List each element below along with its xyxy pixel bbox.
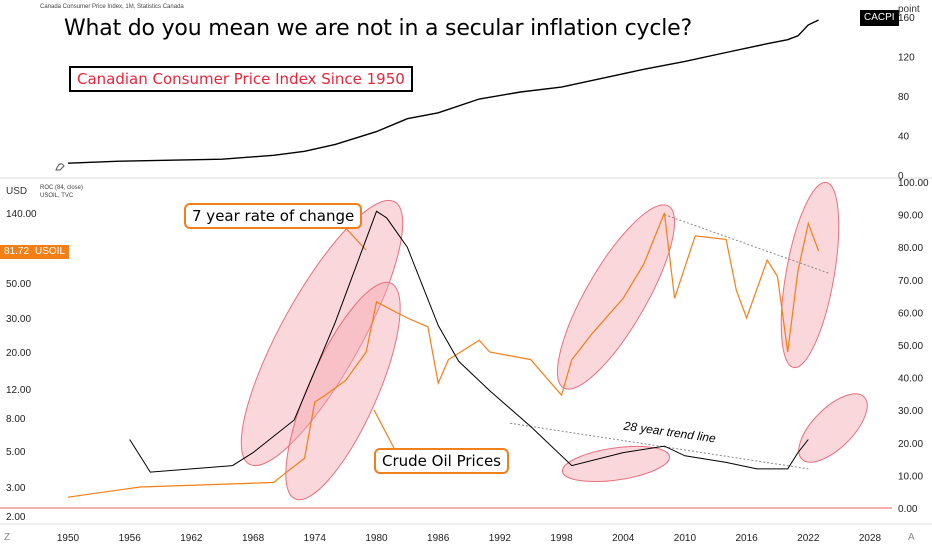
unit-label: point xyxy=(898,4,920,15)
right-y-tick: 0.00 xyxy=(898,504,918,515)
corner-left[interactable]: Z xyxy=(4,532,11,543)
x-tick: 2022 xyxy=(797,533,820,544)
right-y-tick: 20.00 xyxy=(898,439,923,450)
top-y-tick: 120 xyxy=(898,53,915,64)
axes-layer: 160 120 80 40 0 140.00 50.00 30.00 20.00 12.00 8.0… xyxy=(0,13,932,544)
trend-line-label: 28 year trend line xyxy=(622,419,717,446)
tv-logo-icon xyxy=(55,163,65,171)
cacpi-symbol-tag: CACPI xyxy=(860,10,899,26)
x-tick: 1962 xyxy=(180,533,203,544)
x-tick: 1986 xyxy=(427,533,450,544)
right-y-tick: 70.00 xyxy=(898,276,923,287)
x-tick: 2004 xyxy=(612,533,635,544)
x-tick: 1998 xyxy=(550,533,573,544)
chart-subtitle: Canadian Consumer Price Index Since 1950 xyxy=(69,66,413,92)
right-y-tick: 30.00 xyxy=(898,406,923,417)
series-cacpi xyxy=(67,19,819,164)
left-y-tick: 50.00 xyxy=(6,279,31,290)
right-y-tick: 50.00 xyxy=(898,341,923,352)
right-y-tick: 60.00 xyxy=(898,308,923,319)
chart-headline: What do you mean we are not in a secular… xyxy=(64,16,692,41)
top-y-tick: 160 xyxy=(898,13,915,24)
highlight-roc-recent xyxy=(798,393,868,463)
x-tick: 1968 xyxy=(242,533,265,544)
highlight-roc-2000s xyxy=(561,445,671,483)
series-roc xyxy=(129,210,809,473)
left-y-tick: 5.00 xyxy=(6,447,26,458)
left-y-tick: 30.00 xyxy=(6,314,31,325)
left-y-tick: 140.00 xyxy=(6,209,37,220)
right-y-tick: 80.00 xyxy=(898,243,923,254)
left-y-tick: 2.00 xyxy=(6,512,26,523)
x-tick: 1956 xyxy=(119,533,142,544)
x-tick: 1992 xyxy=(489,533,512,544)
source-label: Canada Consumer Price Index, 1M, Statist… xyxy=(40,4,184,10)
highlight-layer xyxy=(240,181,868,501)
oil-callout: Crude Oil Prices xyxy=(374,448,509,474)
x-tick: 1950 xyxy=(57,533,80,544)
roc-callout: 7 year rate of change xyxy=(184,203,363,229)
indicator-roc: ROC (84, close) xyxy=(40,185,84,191)
indicator-usoil: USOIL, TVC xyxy=(40,193,74,199)
x-tick: 1974 xyxy=(304,533,327,544)
trend-line-1 xyxy=(664,214,830,274)
oil-callout-leader xyxy=(373,409,395,449)
x-tick: 1980 xyxy=(365,533,388,544)
usoil-price-tag: 81.72 USOIL xyxy=(0,245,70,259)
price-symbol: USOIL xyxy=(35,246,66,257)
highlight-oil-recent xyxy=(780,181,840,369)
corner-right[interactable]: A xyxy=(908,532,915,543)
series-layer xyxy=(67,19,820,498)
right-y-tick: 90.00 xyxy=(898,211,923,222)
left-y-tick: 20.00 xyxy=(6,348,31,359)
left-y-tick: 8.00 xyxy=(6,414,26,425)
left-y-tick: 3.00 xyxy=(6,483,26,494)
top-y-tick: 0 xyxy=(898,171,904,182)
series-usoil xyxy=(67,212,820,498)
top-y-tick: 80 xyxy=(898,92,910,103)
left-y-tick: 12.00 xyxy=(6,385,31,396)
right-y-tick: 40.00 xyxy=(898,374,923,385)
right-y-tick: 100.00 xyxy=(898,178,929,189)
right-y-tick: 10.00 xyxy=(898,471,923,482)
price-value: 81.72 xyxy=(4,246,30,257)
highlight-roc-rise xyxy=(240,199,404,467)
currency-label: USD xyxy=(6,186,28,197)
top-y-tick: 40 xyxy=(898,132,910,143)
x-tick: 2028 xyxy=(859,533,882,544)
x-tick: 2016 xyxy=(735,533,758,544)
indicator-legend: ROC (84, close) USOIL, TVC xyxy=(40,184,83,200)
x-tick: 2010 xyxy=(674,533,697,544)
highlight-oil-2000s xyxy=(556,204,676,390)
